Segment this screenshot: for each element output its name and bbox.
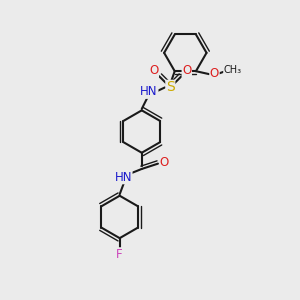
Text: O: O — [182, 64, 191, 77]
Text: O: O — [160, 156, 169, 169]
Text: HN: HN — [115, 171, 132, 184]
Text: S: S — [166, 80, 175, 94]
Text: HN: HN — [140, 85, 158, 98]
Text: F: F — [116, 248, 123, 261]
Text: O: O — [210, 67, 219, 80]
Text: CH₃: CH₃ — [224, 65, 242, 75]
Text: O: O — [149, 64, 158, 77]
